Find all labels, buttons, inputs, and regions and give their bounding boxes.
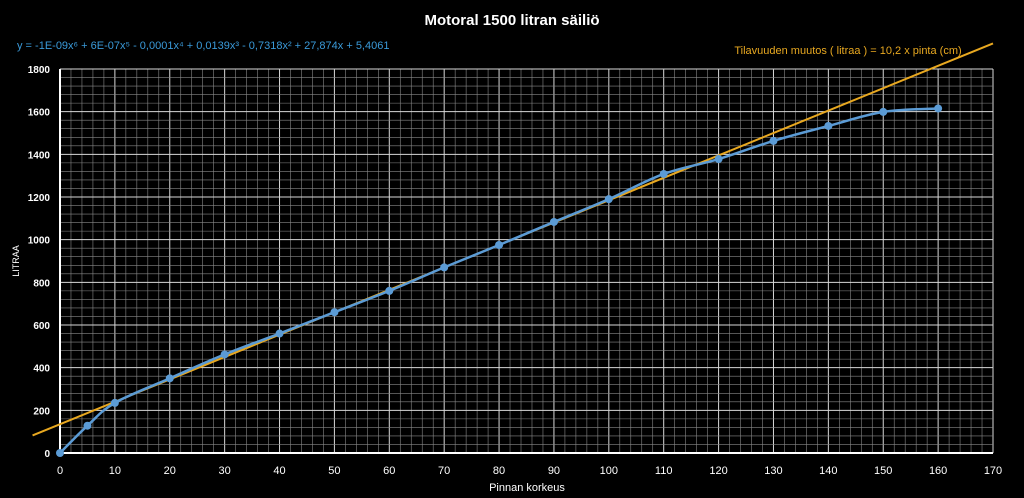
x-axis-label: Pinnan korkeus bbox=[489, 482, 565, 494]
x-tick-label: 110 bbox=[655, 465, 673, 477]
trendline-equation: y = -1E-09x⁶ + 6E-07x⁵ - 0,0001x⁴ + 0,01… bbox=[17, 40, 389, 52]
data-point bbox=[440, 263, 449, 272]
data-point bbox=[385, 286, 394, 295]
data-point bbox=[83, 421, 92, 430]
x-tick-label: 30 bbox=[219, 465, 231, 477]
y-tick-label: 1000 bbox=[28, 236, 51, 247]
y-tick-label: 600 bbox=[33, 321, 50, 332]
x-tick-label: 140 bbox=[819, 465, 837, 477]
data-point bbox=[769, 136, 778, 145]
x-tick-label: 150 bbox=[874, 465, 892, 477]
series-line bbox=[59, 107, 939, 454]
x-tick-label: 90 bbox=[548, 465, 560, 477]
data-point bbox=[714, 155, 723, 164]
data-point bbox=[549, 217, 558, 226]
x-tick-label: 0 bbox=[57, 465, 63, 477]
data-point bbox=[824, 121, 833, 130]
data-point bbox=[165, 374, 174, 383]
x-tick-label: 50 bbox=[328, 465, 340, 477]
y-tick-label: 400 bbox=[33, 364, 50, 375]
y-tick-label: 1800 bbox=[28, 65, 51, 76]
y-tick-label: 1600 bbox=[28, 108, 51, 119]
axes bbox=[59, 69, 993, 454]
x-tick-label: 70 bbox=[438, 465, 450, 477]
x-tick-label: 80 bbox=[493, 465, 505, 477]
data-point bbox=[659, 169, 668, 178]
data-point bbox=[495, 241, 504, 249]
tick-labels: 0 10 20 30 40 50 60 70 80 90 100 110 120 130 140 150 160… bbox=[28, 65, 1002, 477]
x-tick-label: 170 bbox=[984, 465, 1002, 477]
y-tick-label: 1400 bbox=[28, 150, 51, 161]
data-point bbox=[604, 195, 613, 204]
x-tick-label: 130 bbox=[764, 465, 782, 477]
y-tick-label: 200 bbox=[33, 406, 50, 417]
x-tick-label: 120 bbox=[709, 465, 727, 477]
x-tick-label: 40 bbox=[273, 465, 285, 477]
chart-title: Motoral 1500 litran säiliö bbox=[424, 12, 599, 29]
data-point bbox=[56, 449, 64, 457]
data-point bbox=[110, 398, 119, 407]
series-group bbox=[56, 104, 943, 457]
data-point bbox=[220, 350, 229, 359]
y-tick-label: 1200 bbox=[28, 193, 51, 204]
grid bbox=[59, 68, 994, 454]
x-tick-label: 10 bbox=[109, 465, 121, 477]
x-tick-label: 100 bbox=[600, 465, 618, 477]
data-point bbox=[934, 104, 943, 113]
data-point bbox=[330, 308, 339, 317]
x-tick-label: 60 bbox=[383, 465, 395, 477]
x-tick-label: 160 bbox=[929, 465, 947, 477]
data-point bbox=[879, 107, 888, 116]
reference-line-label: Tilavuuden muutos ( litraa ) = 10,2 x pi… bbox=[734, 45, 961, 57]
y-tick-label: 0 bbox=[44, 449, 50, 460]
y-tick-label: 800 bbox=[33, 278, 50, 289]
x-tick-label: 20 bbox=[164, 465, 176, 477]
data-point bbox=[275, 329, 284, 338]
y-axis-label: LITRAA bbox=[11, 245, 21, 277]
